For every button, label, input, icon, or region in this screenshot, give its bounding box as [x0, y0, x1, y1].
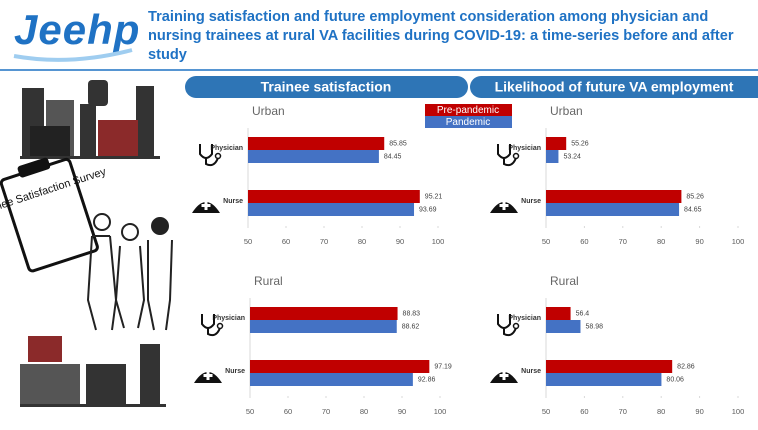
- category-label: Physician: [508, 145, 541, 152]
- x-tick-label: 80: [657, 237, 665, 246]
- bar: [546, 360, 673, 373]
- x-tick-label: 80: [657, 407, 665, 416]
- category-label: Physician: [212, 315, 245, 322]
- bar: [250, 320, 397, 333]
- bar: [248, 150, 379, 163]
- legend-label: Pre-pandemic: [437, 105, 499, 116]
- chart-title: Rural: [550, 274, 579, 288]
- section-title: Trainee satisfaction: [261, 79, 392, 95]
- chart-title: Urban: [550, 104, 583, 118]
- bar: [546, 190, 682, 203]
- value-label: 84.65: [684, 206, 702, 213]
- value-label: 80.06: [666, 376, 684, 383]
- legend-swatch: [425, 116, 512, 128]
- stethoscope-icon: [497, 314, 517, 337]
- x-tick-label: 90: [695, 407, 703, 416]
- bar: [250, 307, 398, 320]
- x-tick-label: 70: [322, 407, 330, 416]
- stethoscope-icon: [497, 144, 517, 167]
- stethoscope-icon: [512, 322, 520, 330]
- x-tick-label: 100: [434, 407, 447, 416]
- value-label: 95.21: [425, 193, 443, 200]
- value-label: 53.24: [563, 153, 581, 160]
- bar: [250, 360, 430, 373]
- section-title: Likelihood of future VA employment: [495, 79, 734, 95]
- category-label: Physician: [210, 145, 243, 152]
- x-tick-label: 90: [396, 237, 404, 246]
- x-tick-label: 70: [619, 237, 627, 246]
- section-pill: [185, 76, 468, 98]
- category-label: Nurse: [521, 368, 541, 375]
- bar: [546, 320, 581, 333]
- x-tick-label: 50: [244, 237, 252, 246]
- x-tick-label: 100: [732, 407, 745, 416]
- stethoscope-icon: [214, 152, 222, 160]
- x-tick-label: 80: [358, 237, 366, 246]
- stethoscope-icon: [201, 314, 221, 337]
- chart-title: Urban: [252, 104, 285, 118]
- value-label: 97.19: [434, 363, 452, 370]
- value-label: 88.62: [402, 323, 420, 330]
- legend-swatch: [425, 104, 512, 116]
- value-label: 84.45: [384, 153, 402, 160]
- x-tick-label: 60: [580, 237, 588, 246]
- value-label: 55.26: [571, 140, 589, 147]
- logo-swoosh: [13, 48, 133, 62]
- value-label: 85.26: [686, 193, 704, 200]
- x-tick-label: 90: [695, 237, 703, 246]
- nurse-cap-cross: [201, 201, 211, 210]
- stethoscope-icon: [199, 144, 219, 167]
- x-tick-label: 60: [282, 237, 290, 246]
- category-label: Nurse: [223, 198, 243, 205]
- value-label: 82.86: [677, 363, 695, 370]
- legend-label: Pandemic: [446, 117, 490, 128]
- bar: [546, 150, 559, 163]
- stethoscope-icon: [512, 152, 520, 160]
- value-label: 85.85: [389, 140, 407, 147]
- bar: [250, 373, 413, 386]
- people-illustration: [86, 213, 173, 331]
- x-tick-label: 90: [398, 407, 406, 416]
- x-tick-label: 50: [542, 237, 550, 246]
- category-label: Physician: [508, 315, 541, 322]
- nurse-cap-cross: [499, 201, 509, 210]
- x-tick-label: 50: [246, 407, 254, 416]
- value-label: 88.83: [403, 310, 421, 317]
- bar: [248, 203, 415, 216]
- bar: [248, 190, 420, 203]
- chart-title: Rural: [254, 274, 283, 288]
- rural-illustration: [20, 336, 166, 407]
- x-tick-label: 100: [432, 237, 445, 246]
- x-tick-label: 80: [360, 407, 368, 416]
- bar: [546, 307, 571, 320]
- value-label: 93.69: [419, 206, 437, 213]
- x-tick-label: 70: [619, 407, 627, 416]
- stethoscope-icon: [216, 322, 224, 330]
- header-title: Training satisfaction and future employm…: [148, 9, 734, 63]
- value-label: 58.98: [585, 323, 603, 330]
- nurse-cap-cross: [203, 371, 213, 380]
- logo: Jeehp: [14, 6, 141, 53]
- value-label: 92.86: [418, 376, 436, 383]
- x-tick-label: 50: [542, 407, 550, 416]
- category-label: Nurse: [225, 368, 245, 375]
- clipboard: Trainee Satisfaction Survey: [0, 157, 108, 273]
- x-tick-label: 70: [320, 237, 328, 246]
- section-pill: [470, 76, 758, 98]
- x-tick-label: 60: [284, 407, 292, 416]
- x-tick-label: 100: [732, 237, 745, 246]
- x-tick-label: 60: [580, 407, 588, 416]
- bar: [546, 137, 567, 150]
- category-label: Nurse: [521, 198, 541, 205]
- bar: [546, 203, 680, 216]
- city-illustration: [20, 80, 160, 159]
- nurse-cap-cross: [499, 371, 509, 380]
- bar: [546, 373, 662, 386]
- bar: [248, 137, 385, 150]
- value-label: 56.4: [576, 310, 590, 317]
